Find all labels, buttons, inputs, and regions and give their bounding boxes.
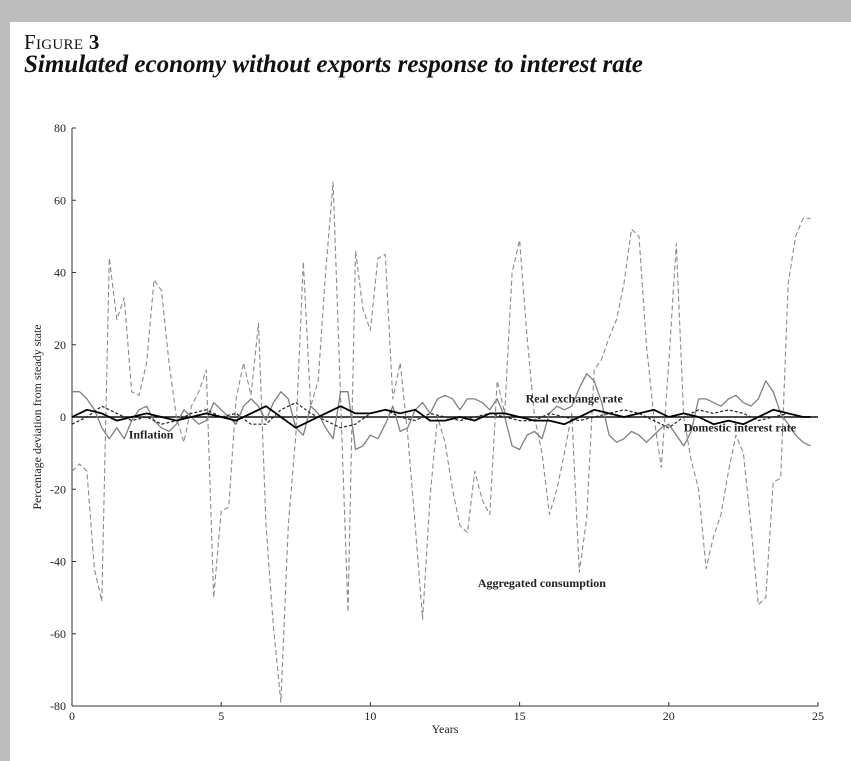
x-tick-label: 20 [663, 709, 675, 723]
y-tick-label: -80 [50, 699, 66, 713]
y-tick-label: 40 [54, 266, 66, 280]
y-axis-title: Percentage deviation from steady state [30, 324, 44, 509]
series-annotation: Inflation [129, 428, 174, 442]
y-tick-label: -20 [50, 482, 66, 496]
x-tick-label: 5 [218, 709, 224, 723]
y-tick-label: 80 [54, 121, 66, 135]
y-tick-label: 0 [60, 410, 66, 424]
y-tick-label: -60 [50, 627, 66, 641]
x-tick-label: 0 [69, 709, 75, 723]
series-annotation: Aggregated consumption [478, 576, 606, 590]
x-axis-title: Years [432, 722, 459, 736]
series-line-aggregated-consumption [72, 182, 811, 702]
y-tick-label: -40 [50, 555, 66, 569]
x-tick-label: 15 [514, 709, 526, 723]
y-tick-label: 60 [54, 193, 66, 207]
series-annotation: Real exchange rate [526, 392, 624, 406]
series-annotation: Domestic interest rate [684, 420, 797, 434]
x-tick-label: 10 [364, 709, 376, 723]
x-tick-label: 25 [812, 709, 824, 723]
y-tick-label: 20 [54, 338, 66, 352]
